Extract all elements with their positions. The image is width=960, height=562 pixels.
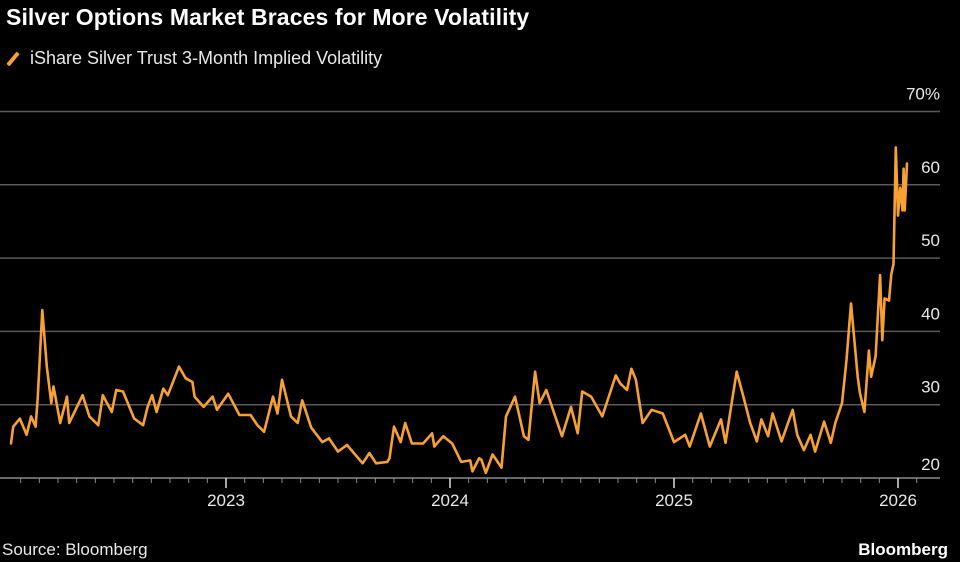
y-tick-label: 60 <box>921 158 940 177</box>
source-note: Source: Bloomberg <box>2 540 148 559</box>
y-tick-label: 20 <box>921 455 940 474</box>
x-tick-label: 2023 <box>207 491 245 510</box>
legend: iShare Silver Trust 3-Month Implied Vola… <box>6 48 382 69</box>
chart-title: Silver Options Market Braces for More Vo… <box>6 4 530 30</box>
y-tick-label: 40 <box>921 304 940 323</box>
y-tick-label: 30 <box>921 378 940 397</box>
brand-logo: Bloomberg <box>858 540 948 559</box>
legend-label: iShare Silver Trust 3-Month Implied Vola… <box>30 48 383 68</box>
x-tick-label: 2024 <box>431 491 469 510</box>
series-line <box>9 146 909 475</box>
y-tick-label: 50 <box>921 231 940 250</box>
y-tick-label: 70% <box>906 85 940 104</box>
x-tick-label: 2025 <box>655 491 693 510</box>
x-tick-label: 2026 <box>879 491 917 510</box>
